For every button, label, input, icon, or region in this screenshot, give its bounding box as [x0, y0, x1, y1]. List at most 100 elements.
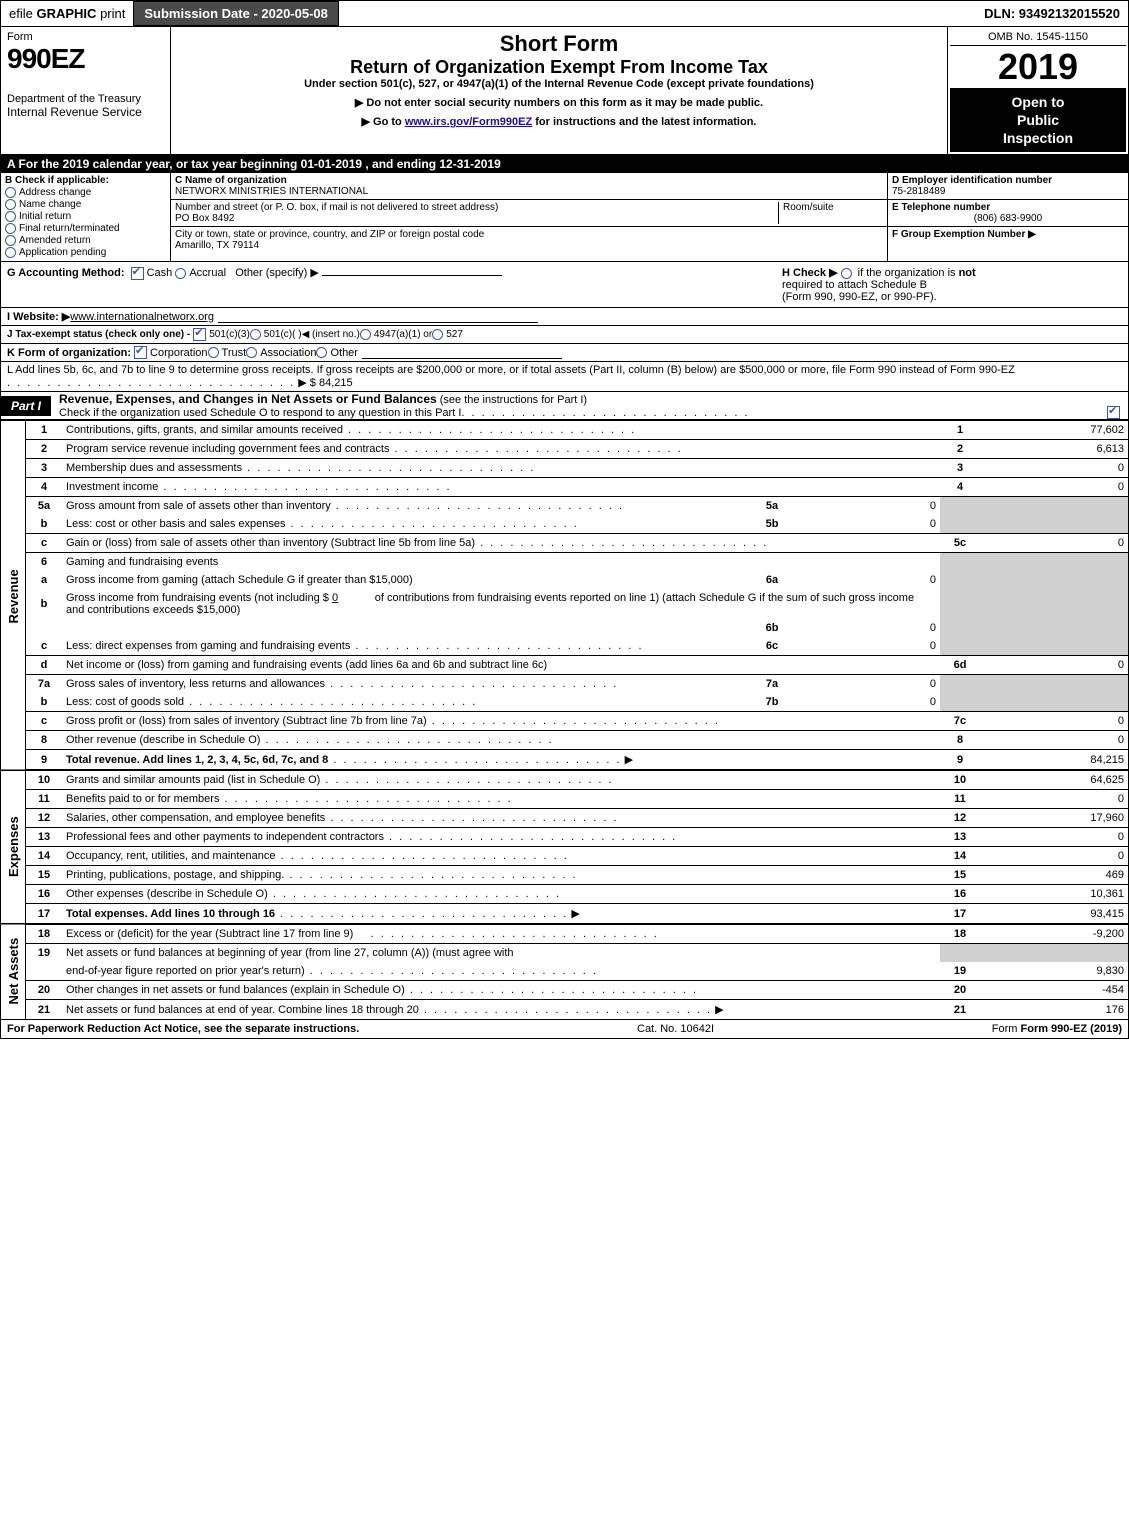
shaded-cell	[940, 619, 980, 637]
checkbox-cash[interactable]	[131, 267, 144, 280]
shaded-cell	[940, 675, 980, 694]
header-left: Form 990EZ Department of the Treasury In…	[1, 27, 171, 154]
sub-num: 5b	[752, 515, 792, 534]
radio-association[interactable]	[246, 347, 257, 358]
checkbox-schedule-o[interactable]	[1107, 406, 1120, 419]
submission-date-button[interactable]: Submission Date - 2020-05-08	[133, 1, 339, 26]
radio-4947[interactable]	[360, 329, 371, 340]
line-num: b	[26, 515, 63, 534]
l-text: L Add lines 5b, 6c, and 7b to line 9 to …	[7, 364, 1015, 376]
line-num: 13	[26, 828, 63, 847]
num-col: 5c	[940, 534, 980, 553]
line-num: 16	[26, 885, 63, 904]
line-desc: Membership dues and assessments	[66, 462, 242, 474]
table-row: 8 Other revenue (describe in Schedule O)…	[1, 731, 1129, 750]
shaded-cell	[980, 589, 1129, 619]
sub-val: 0	[792, 693, 940, 712]
radio-527[interactable]	[432, 329, 443, 340]
table-row: 12 Salaries, other compensation, and emp…	[1, 809, 1129, 828]
dots-icon	[405, 984, 698, 996]
line-desc: Contributions, gifts, grants, and simila…	[66, 424, 343, 436]
line-num: 3	[26, 459, 63, 478]
header-center: Short Form Return of Organization Exempt…	[171, 27, 948, 154]
line-num: c	[26, 637, 63, 656]
sub-num: 6a	[752, 571, 792, 589]
checkbox-corporation[interactable]	[134, 346, 147, 359]
val-col: 9,830	[980, 962, 1129, 981]
sub-num: 7b	[752, 693, 792, 712]
table-row: 5a Gross amount from sale of assets othe…	[1, 497, 1129, 516]
efile-print[interactable]: print	[100, 6, 125, 21]
line-desc: Grants and similar amounts paid (list in…	[66, 774, 320, 786]
tax-year-bar: A For the 2019 calendar year, or tax yea…	[0, 155, 1129, 173]
g-other-fill[interactable]	[322, 275, 502, 276]
dots-icon	[284, 869, 577, 881]
table-row: Expenses 10 Grants and similar amounts p…	[1, 770, 1129, 790]
num-col: 20	[940, 981, 980, 1000]
table-row: 11 Benefits paid to or for members 11 0	[1, 790, 1129, 809]
table-row: Net Assets 18 Excess or (deficit) for th…	[1, 924, 1129, 944]
footer: For Paperwork Reduction Act Notice, see …	[0, 1020, 1129, 1039]
irs-label: Internal Revenue Service	[7, 105, 164, 119]
h-checkbox[interactable]	[841, 268, 852, 279]
k-other-fill[interactable]	[362, 346, 562, 359]
b-name-change[interactable]: Name change	[5, 199, 166, 210]
table-row: 20 Other changes in net assets or fund b…	[1, 981, 1129, 1000]
table-row: a Gross income from gaming (attach Sched…	[1, 571, 1129, 589]
table-row: 15 Printing, publications, postage, and …	[1, 866, 1129, 885]
inspection-line2: Public	[954, 111, 1122, 129]
b-address-change[interactable]: Address change	[5, 187, 166, 198]
b-final-return[interactable]: Final return/terminated	[5, 223, 166, 234]
sub-val: 0	[792, 637, 940, 656]
dots-icon	[350, 640, 643, 652]
c-label: C Name of organization	[175, 175, 287, 186]
table-row: 6 Gaming and fundraising events	[1, 553, 1129, 572]
irs-link[interactable]: www.irs.gov/Form990EZ	[405, 116, 532, 128]
num-col: 15	[940, 866, 980, 885]
footer-left: For Paperwork Reduction Act Notice, see …	[7, 1023, 359, 1035]
b-initial-return[interactable]: Initial return	[5, 211, 166, 222]
val-col: 17,960	[980, 809, 1129, 828]
dots-icon	[275, 908, 568, 920]
i-label: I Website: ▶	[7, 310, 70, 323]
radio-accrual[interactable]	[175, 268, 186, 279]
line-desc: Printing, publications, postage, and shi…	[66, 869, 284, 881]
line-num: 14	[26, 847, 63, 866]
g-other: Other (specify) ▶	[235, 267, 319, 279]
line-num: 5a	[26, 497, 63, 516]
num-col: 2	[940, 440, 980, 459]
line-num: 19	[26, 944, 63, 963]
section-b: B Check if applicable: Address change Na…	[1, 173, 171, 262]
line-desc: Professional fees and other payments to …	[66, 831, 384, 843]
radio-icon	[5, 199, 16, 210]
table-row: 19 Net assets or fund balances at beginn…	[1, 944, 1129, 963]
b-application-pending[interactable]: Application pending	[5, 247, 166, 258]
sub-val: 0	[792, 497, 940, 516]
part1-paren: (see the instructions for Part I)	[440, 394, 587, 406]
radio-501c[interactable]	[250, 329, 261, 340]
shaded-cell	[940, 944, 980, 963]
website-fill	[218, 310, 538, 323]
line-desc: Other revenue (describe in Schedule O)	[66, 734, 260, 746]
efile-label: efile GRAPHIC print	[1, 2, 133, 25]
table-row: 13 Professional fees and other payments …	[1, 828, 1129, 847]
num-col: 12	[940, 809, 980, 828]
radio-other[interactable]	[316, 347, 327, 358]
website-link[interactable]: www.internationalnetworx.org	[70, 311, 214, 323]
val-col: 10,361	[980, 885, 1129, 904]
f-label: F Group Exemption Number ▶	[892, 229, 1036, 240]
line-num: 17	[26, 904, 63, 925]
num-col: 19	[940, 962, 980, 981]
shaded-cell	[980, 515, 1129, 534]
dots-icon	[7, 377, 295, 389]
g-accounting: G Accounting Method: Cash Accrual Other …	[1, 262, 776, 307]
line-desc: Gross income from gaming (attach Schedul…	[66, 574, 413, 586]
checkbox-501c3[interactable]	[193, 328, 206, 341]
top-bar: efile GRAPHIC print Submission Date - 20…	[0, 0, 1129, 27]
dots-icon	[325, 812, 618, 824]
dots-icon	[328, 754, 621, 766]
radio-trust[interactable]	[208, 347, 219, 358]
table-row: 17 Total expenses. Add lines 10 through …	[1, 904, 1129, 925]
dots-icon	[343, 424, 636, 436]
b-amended-return[interactable]: Amended return	[5, 235, 166, 246]
